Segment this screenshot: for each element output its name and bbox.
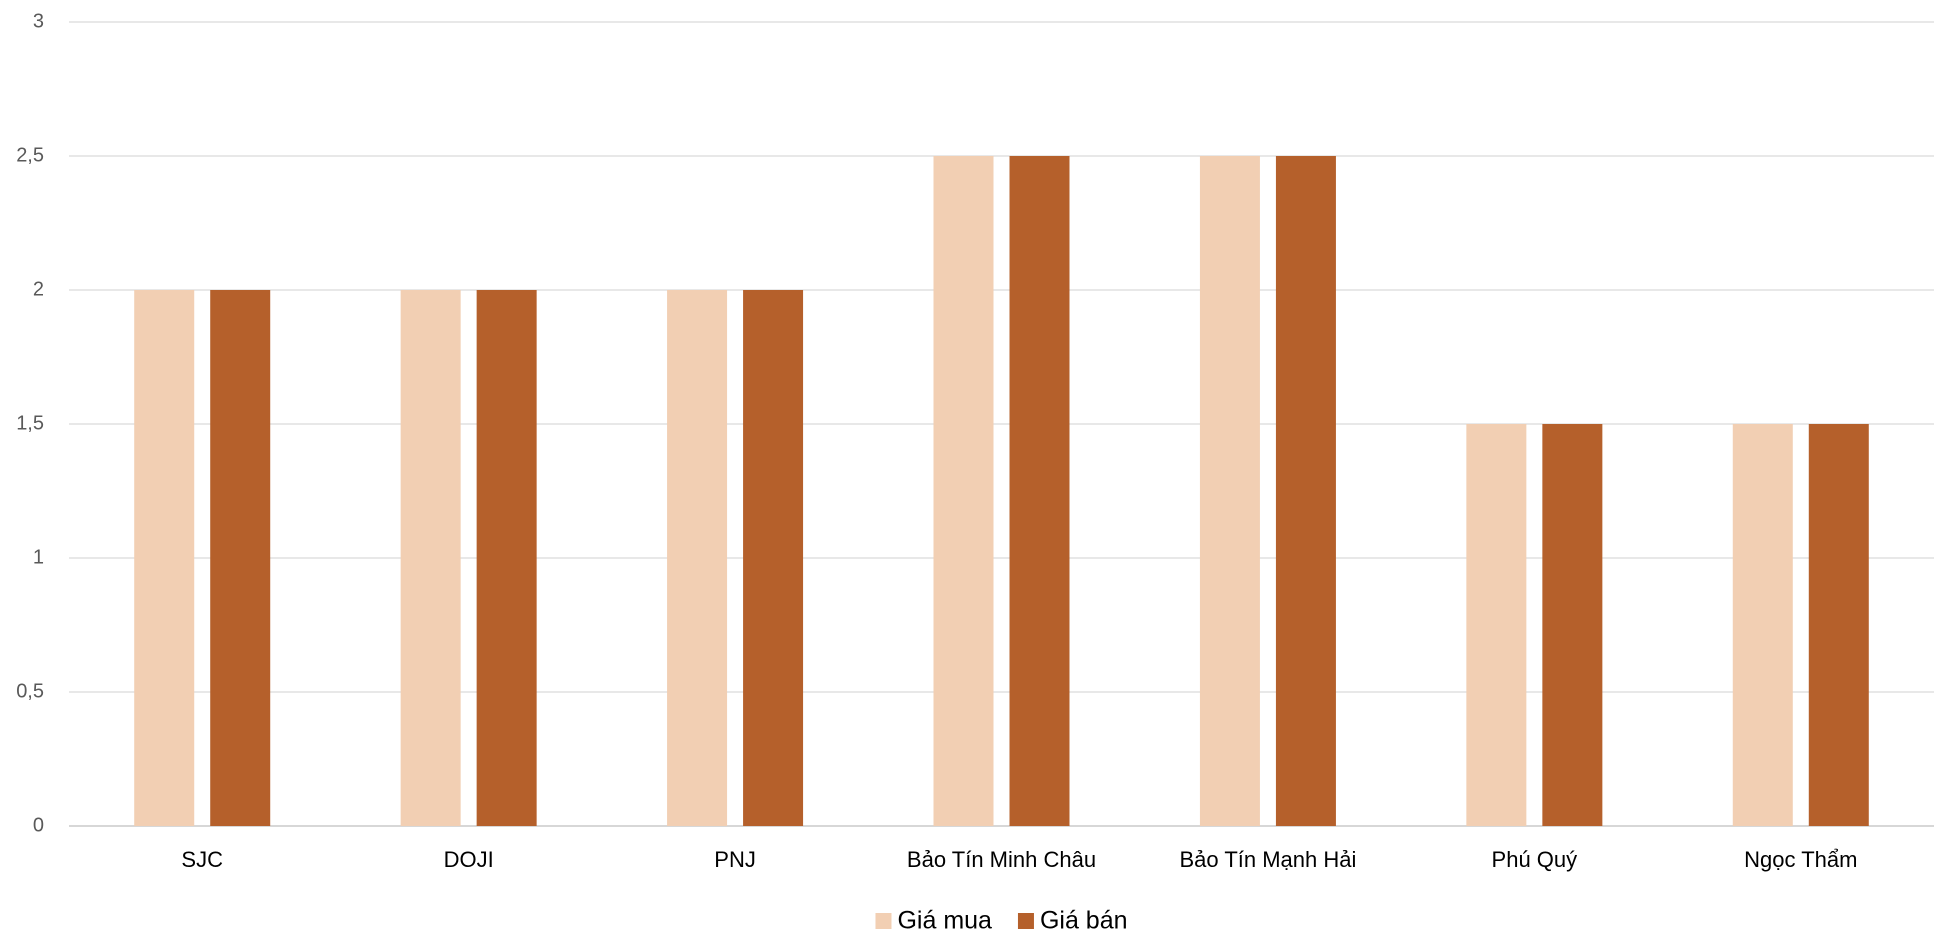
legend-label: Giá bán <box>1040 907 1128 935</box>
x-tick-label: SJC <box>181 847 223 872</box>
y-tick-label: 1,5 <box>16 412 44 434</box>
y-tick-label: 2,5 <box>16 144 44 166</box>
bar <box>476 290 537 826</box>
bar <box>1199 156 1260 826</box>
bar <box>667 290 728 826</box>
bar <box>743 290 804 826</box>
y-tick-label: 0 <box>33 814 44 836</box>
bar <box>400 290 461 826</box>
bar <box>134 290 195 826</box>
bar <box>210 290 271 826</box>
x-tick-label: PNJ <box>714 847 756 872</box>
bar <box>933 156 994 826</box>
bar <box>1275 156 1336 826</box>
bar <box>1542 424 1603 826</box>
y-tick-label: 3 <box>33 10 44 32</box>
x-tick-label: Phú Quý <box>1492 847 1578 872</box>
bar <box>1009 156 1070 826</box>
x-tick-label: Bảo Tín Minh Châu <box>907 847 1096 872</box>
y-tick-label: 2 <box>33 278 44 300</box>
legend-swatch <box>875 913 892 929</box>
legend-label: Giá mua <box>897 907 992 935</box>
x-tick-label: Bảo Tín Mạnh Hải <box>1179 847 1356 872</box>
bar <box>1466 424 1527 826</box>
x-tick-label: DOJI <box>444 847 494 872</box>
legend-swatch <box>1017 913 1034 929</box>
y-tick-label: 0,5 <box>16 680 44 702</box>
bar <box>1808 424 1869 826</box>
y-tick-label: 1 <box>33 546 44 568</box>
x-tick-label: Ngọc Thẩm <box>1744 847 1857 872</box>
bar <box>1732 424 1793 826</box>
